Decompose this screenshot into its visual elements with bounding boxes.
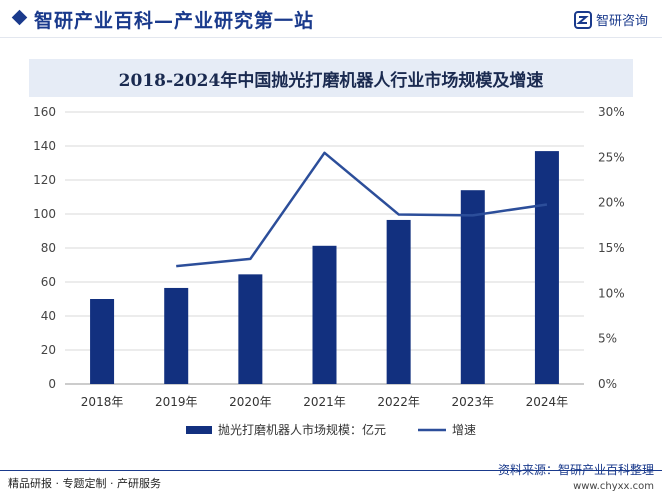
x-tick-label: 2019年 bbox=[155, 395, 198, 409]
x-tick-label: 2018年 bbox=[81, 395, 124, 409]
bar bbox=[534, 151, 559, 384]
footer-tagline: 精品研报 · 专题定制 · 产研服务 bbox=[8, 477, 161, 490]
chart: 0 20 40 60 80 100 120 140 160 0% 5% 10% 15% 20% 25% 30%… bbox=[33, 105, 625, 437]
y-right-tick-label: 5% bbox=[598, 332, 617, 346]
header-divider bbox=[0, 37, 662, 38]
bar bbox=[164, 287, 189, 384]
bar bbox=[386, 219, 411, 384]
legend-swatch-bar bbox=[186, 426, 212, 434]
y-left-tick-label: 140 bbox=[33, 139, 56, 153]
y-right-tick-label: 20% bbox=[598, 196, 625, 210]
y-left-tick-label: 20 bbox=[41, 343, 56, 357]
bar bbox=[238, 274, 263, 384]
site-title: 智研产业百科—产业研究第一站 bbox=[34, 10, 315, 32]
y-right-tick-label: 0% bbox=[598, 377, 617, 391]
y-left-tick-label: 60 bbox=[41, 275, 56, 289]
diamond-icon bbox=[11, 9, 28, 26]
y-left-tick-label: 160 bbox=[33, 105, 56, 119]
footer-divider bbox=[0, 470, 662, 471]
footer-url: www.chyxx.com bbox=[573, 481, 654, 492]
logo-icon bbox=[574, 11, 592, 29]
x-tick-label: 2024年 bbox=[526, 395, 569, 409]
legend-label-line: 增速 bbox=[452, 423, 476, 437]
bar bbox=[90, 299, 115, 384]
x-tick-label: 2022年 bbox=[377, 395, 420, 409]
x-tick-label: 2021年 bbox=[303, 395, 346, 409]
x-tick-label: 2020年 bbox=[229, 395, 272, 409]
y-right-tick-label: 30% bbox=[598, 105, 625, 119]
series-line-growth bbox=[176, 151, 548, 268]
legend-label-bar: 抛光打磨机器人市场规模：亿元 bbox=[218, 422, 386, 437]
y-left-tick-label: 100 bbox=[33, 207, 56, 221]
y-left-tick-label: 40 bbox=[41, 309, 56, 323]
bar bbox=[460, 190, 485, 384]
y-left-tick-label: 120 bbox=[33, 173, 56, 187]
y-right-tick-label: 10% bbox=[598, 286, 625, 300]
x-tick-label: 2023年 bbox=[452, 395, 495, 409]
footer-source: 资料来源：智研产业百科整理 bbox=[497, 463, 654, 477]
y-left-tick-label: 0 bbox=[48, 377, 56, 391]
logo-text: 智研咨询 bbox=[596, 14, 649, 29]
bar bbox=[312, 245, 337, 384]
y-right-tick-label: 15% bbox=[598, 241, 625, 255]
y-left-tick-label: 80 bbox=[41, 241, 56, 255]
chart-title: 2018-2024年中国抛光打磨机器人行业市场规模及增速 bbox=[118, 71, 544, 91]
chart-title-band: 2018-2024年中国抛光打磨机器人行业市场规模及增速 bbox=[29, 59, 633, 97]
header: 智研产业百科—产业研究第一站 智研咨询 bbox=[0, 0, 662, 40]
y-right-tick-label: 25% bbox=[598, 150, 625, 164]
